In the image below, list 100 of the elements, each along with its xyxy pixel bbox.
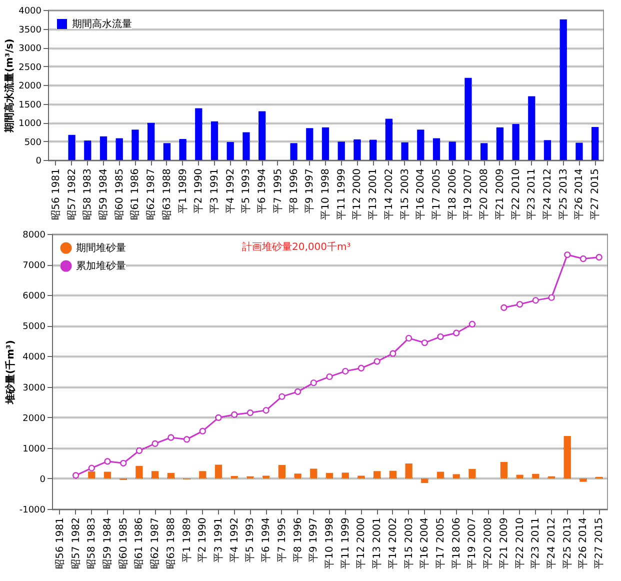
bar [464, 78, 472, 160]
bar [199, 471, 206, 478]
x-tick-label: 平5 1993 [245, 518, 256, 562]
x-tick-label: 昭63 1988 [162, 168, 173, 220]
x-tick-label: 平2 1990 [194, 168, 205, 214]
x-tick-label: 昭63 1988 [166, 518, 177, 569]
x-tick-label: 平8 1996 [292, 518, 304, 562]
bar [448, 142, 456, 160]
point [468, 320, 476, 328]
x-tick-label: 平7 1995 [272, 168, 284, 214]
x-tick-label: 平22 2010 [510, 168, 522, 220]
point [342, 368, 349, 375]
x-tick-label: 平8 1996 [288, 168, 300, 214]
bar [104, 472, 112, 478]
bar [322, 127, 330, 160]
bar [132, 130, 139, 160]
point [453, 330, 460, 336]
legend-label: 期間堆砂量 [76, 242, 126, 254]
bar [592, 127, 599, 160]
annotation: 計画堆砂量20,000千m³ [242, 241, 351, 253]
x-tick-label: 昭59 1984 [102, 518, 114, 569]
point [500, 304, 508, 311]
bar [306, 128, 314, 160]
point [358, 364, 365, 372]
x-tick-label: 平20 2008 [479, 168, 490, 220]
point [310, 379, 317, 386]
x-tick-label: 平14 2002 [388, 518, 399, 569]
x-tick-label: 平23 2011 [530, 518, 542, 569]
y-tick-label: 3500 [18, 25, 42, 36]
x-tick-label: 昭58 1983 [82, 168, 94, 220]
x-tick-label: 昭60 1985 [118, 518, 130, 569]
legend-label: 期間高水流量 [72, 18, 132, 30]
bar [148, 122, 155, 160]
y-tick-label: 500 [24, 138, 42, 148]
point [294, 388, 302, 395]
point [390, 350, 396, 357]
x-tick-label: 昭61 1986 [130, 168, 142, 220]
y-tick-label: 0 [40, 474, 46, 485]
point [72, 472, 80, 479]
bar [68, 134, 76, 160]
point [136, 447, 143, 454]
bar [532, 474, 540, 478]
x-tick-label: 平21 2009 [498, 518, 510, 569]
x-tick-label: 平11 1999 [340, 518, 352, 569]
x-tick-label: 昭56 1981 [50, 168, 62, 220]
x-tick-label: 平26 2014 [578, 518, 590, 569]
x-tick-label: 平23 2011 [526, 168, 538, 220]
x-tick-label: 平3 1991 [214, 518, 224, 562]
x-tick-label: 平9 1997 [308, 518, 320, 562]
x-tick-label: 平18 2006 [451, 518, 462, 569]
x-tick-label: 平11 1999 [336, 168, 348, 220]
x-tick-label: 平7 1995 [276, 518, 288, 562]
x-tick-label: 昭60 1985 [114, 168, 126, 220]
bar [354, 139, 361, 160]
point [246, 409, 254, 416]
point [437, 333, 444, 340]
y-tick-label: 2000 [18, 82, 42, 92]
bar [576, 142, 583, 160]
bar [338, 142, 345, 160]
y-tick-label: 1000 [18, 119, 42, 129]
point [215, 414, 222, 421]
x-tick-label: 平5 1993 [241, 168, 252, 214]
bar [401, 142, 408, 160]
bar [84, 140, 92, 160]
bar [358, 476, 365, 478]
bar [116, 138, 123, 160]
bar [342, 472, 349, 478]
x-tick-label: 平19 2007 [463, 168, 474, 220]
point [278, 393, 286, 400]
y-tick-label: 2500 [18, 62, 42, 73]
y-tick-label: 4000 [22, 352, 46, 363]
bar [528, 96, 536, 160]
point [183, 436, 190, 443]
point [405, 334, 412, 342]
x-tick-label: 平27 2015 [594, 518, 606, 569]
bar [432, 138, 440, 160]
y-tick-label: 7000 [22, 261, 46, 272]
bar [210, 121, 218, 160]
point [564, 251, 571, 258]
bar [88, 471, 96, 478]
bar [179, 139, 186, 160]
y-tick-label: 0 [36, 156, 42, 166]
x-tick-label: 平21 2009 [494, 168, 506, 220]
bar [214, 464, 222, 478]
y-tick-label: 3000 [18, 44, 42, 54]
bar [195, 108, 202, 160]
bar [100, 136, 108, 160]
x-tick-label: 平16 2004 [420, 518, 431, 569]
bar [152, 471, 159, 478]
x-tick-label: 平25 2013 [558, 168, 570, 220]
y-axis-title: 堆砂量(千m³) [4, 340, 16, 405]
y-tick-label: 6000 [22, 292, 46, 302]
bar [436, 472, 444, 478]
y-tick-label: 5000 [22, 322, 46, 332]
point [199, 428, 206, 434]
point [262, 406, 270, 414]
bar [226, 142, 234, 160]
x-tick-label: 平10 1998 [324, 518, 336, 569]
x-tick-label: 昭61 1986 [134, 518, 146, 569]
x-tick-label: 平9 1997 [304, 168, 316, 214]
